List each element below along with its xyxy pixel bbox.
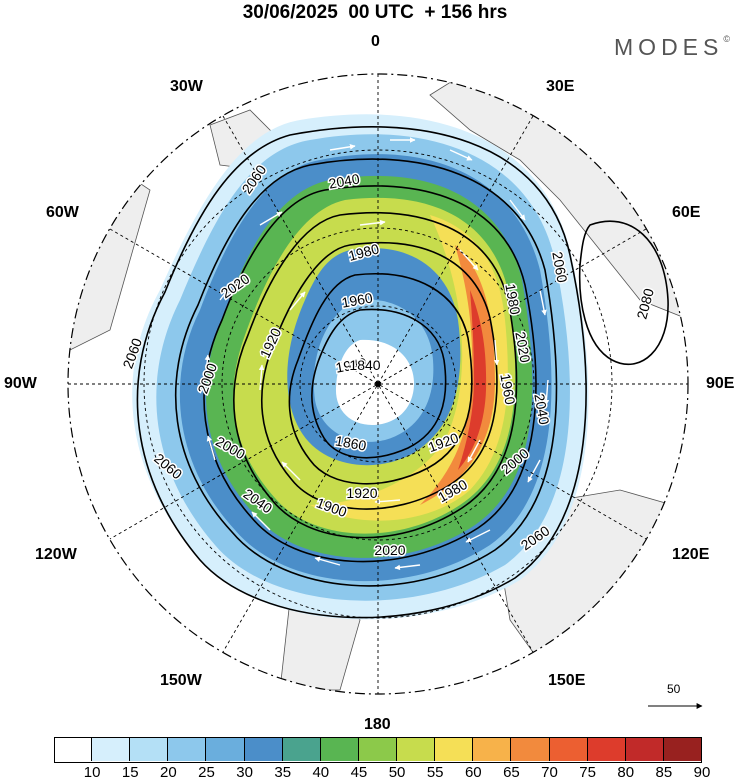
colorbar-tick-label: 50: [388, 764, 406, 781]
colorbar-tick-label: 15: [121, 764, 139, 781]
colorbar-tick-label: 30: [236, 764, 253, 781]
contour-label: 1960: [340, 289, 374, 310]
colorbar-box: [435, 737, 474, 761]
colorbar-tick-label: 75: [579, 764, 596, 781]
lon-label-30w: 30W: [170, 78, 203, 95]
colorbar-tick-label: 55: [426, 764, 444, 781]
colorbar-tick-label: 20: [160, 764, 177, 781]
lon-label-90w: 90W: [4, 375, 37, 392]
colorbar-tick-label: 25: [198, 764, 215, 781]
north-pole-marker: [375, 381, 381, 387]
height-contours: [136, 126, 669, 619]
lon-label-30e: 30E: [546, 78, 575, 95]
colorbar-tick-label: 10: [83, 764, 101, 781]
colorbar-box: [587, 737, 626, 761]
colorbar-tick-label: 85: [655, 764, 673, 781]
map-title: 30/06/2025 00 UTC + 156 hrs: [242, 2, 508, 23]
colorbar-box: [244, 737, 283, 761]
contour-label: 1840: [349, 357, 380, 373]
colorbar-box: [473, 737, 512, 761]
colorbar-box: [358, 737, 398, 761]
colorbar-box: [130, 737, 169, 761]
colorbar-box: [549, 737, 588, 761]
reference-vector-label: 50: [667, 682, 681, 696]
colorbar-box: [282, 737, 321, 761]
colorbar-box: [511, 737, 550, 761]
contour-label: 1920: [346, 485, 377, 501]
contour-label: 2020: [374, 542, 405, 558]
colorbar-tick-label: 45: [350, 764, 368, 781]
colorbar-box: [54, 737, 93, 761]
lon-label-120w: 120W: [35, 546, 77, 563]
colorbar-box: [168, 737, 207, 761]
lon-label-90e: 90E: [706, 375, 735, 392]
colorbar-tick-label: 65: [503, 764, 520, 781]
graticule: [68, 74, 688, 694]
colorbar-tick-label: 35: [274, 764, 292, 781]
lon-label-0: 0: [371, 33, 380, 50]
colorbar-box: [92, 737, 131, 761]
colorbar-tick-label: 90: [693, 764, 711, 781]
lon-label-60w: 60W: [46, 204, 79, 221]
colorbar-tick-label: 40: [312, 764, 330, 781]
wind-vectors: [204, 137, 550, 571]
lon-label-150e: 150E: [548, 672, 586, 689]
brand-logo: MODES©: [614, 34, 730, 60]
lon-label-180: 180: [364, 716, 391, 733]
colorbar-tick-label: 80: [617, 764, 635, 781]
contour-label: 2020: [512, 330, 533, 364]
map-boundary: [67, 73, 689, 695]
colorbar-box: [206, 737, 245, 761]
colorbar-tick-label: 60: [464, 764, 482, 781]
lon-label-150w: 150W: [160, 672, 202, 689]
lon-label-60e: 60E: [672, 204, 701, 221]
colorbar-box: [663, 737, 702, 761]
colorbar-tick-label: 70: [541, 764, 558, 781]
colorbar-box: [320, 737, 359, 761]
lon-label-120e: 120E: [672, 546, 710, 563]
colorbar-box: [397, 737, 436, 761]
colorbar: [54, 737, 702, 763]
colorbar-box: [625, 737, 664, 761]
